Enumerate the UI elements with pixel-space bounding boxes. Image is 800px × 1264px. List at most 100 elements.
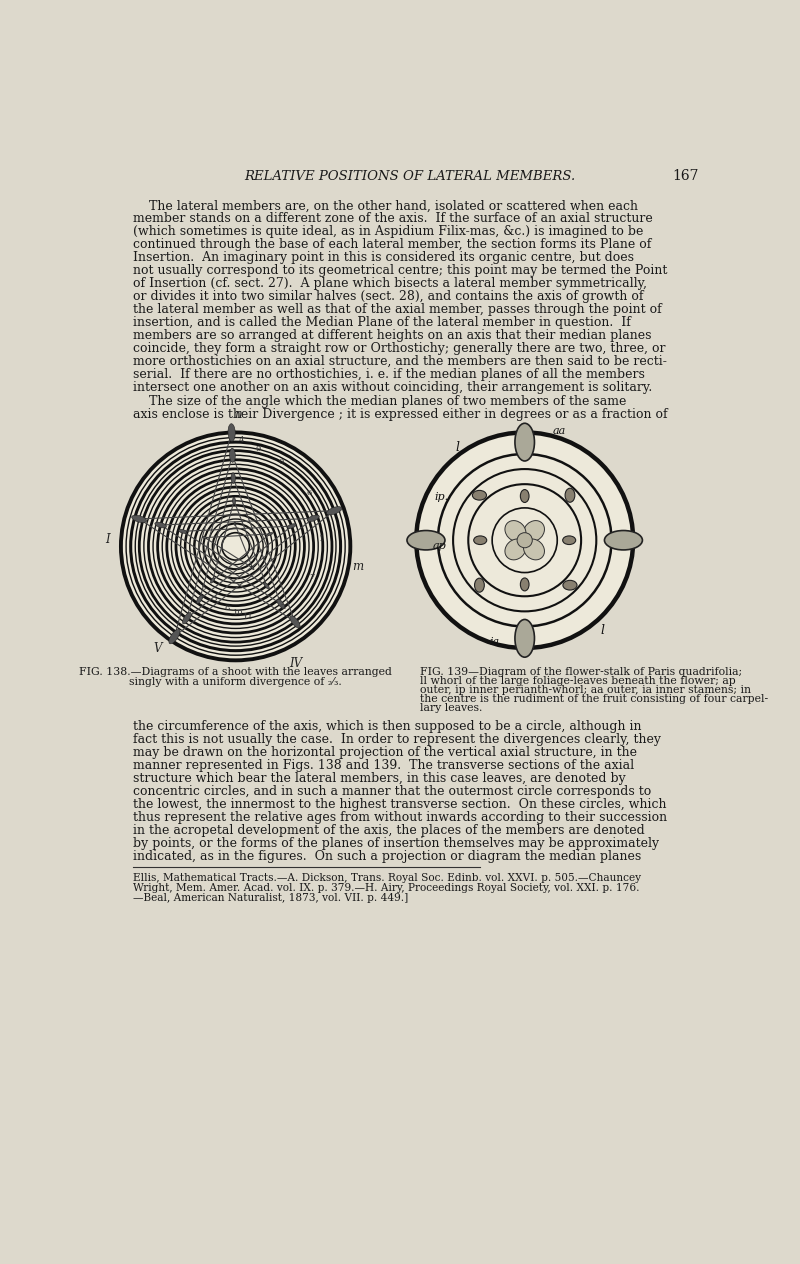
Text: structure which bear the lateral members, in this case leaves, are denoted by: structure which bear the lateral members…	[133, 772, 626, 785]
Ellipse shape	[605, 531, 642, 550]
Text: —Beal, American Naturalist, 1873, vol. VII. p. 449.]: —Beal, American Naturalist, 1873, vol. V…	[133, 892, 408, 902]
Text: l: l	[455, 441, 459, 454]
Ellipse shape	[523, 521, 545, 541]
Ellipse shape	[230, 449, 235, 463]
Text: RELATIVE POSITIONS OF LATERAL MEMBERS.: RELATIVE POSITIONS OF LATERAL MEMBERS.	[244, 169, 576, 183]
Ellipse shape	[228, 423, 235, 441]
Text: coincide, they form a straight row or Orthostichy; generally there are two, thre: coincide, they form a straight row or Or…	[133, 341, 665, 355]
Text: member stands on a different zone of the axis.  If the surface of an axial struc: member stands on a different zone of the…	[133, 212, 652, 225]
Ellipse shape	[132, 516, 146, 522]
Ellipse shape	[326, 507, 342, 514]
Text: by points, or the forms of the planes of insertion themselves may be approximate: by points, or the forms of the planes of…	[133, 837, 658, 849]
Circle shape	[517, 532, 532, 547]
Text: in the acropetal development of the axis, the places of the members are denoted: in the acropetal development of the axis…	[133, 824, 644, 837]
Ellipse shape	[505, 521, 526, 541]
Text: The lateral members are, on the other hand, isolated or scattered when each: The lateral members are, on the other ha…	[133, 200, 638, 212]
Text: intersect one another on an axis without coinciding, their arrangement is solita: intersect one another on an axis without…	[133, 380, 652, 393]
Text: 3: 3	[211, 595, 217, 603]
Text: n: n	[234, 408, 242, 421]
Text: 2: 2	[280, 603, 286, 611]
Text: ia: ia	[490, 637, 499, 647]
Ellipse shape	[563, 580, 577, 590]
Ellipse shape	[290, 616, 300, 628]
Text: ap: ap	[433, 541, 446, 551]
Text: V: V	[154, 642, 162, 655]
Text: not usually correspond to its geometrical centre; this point may be termed the P: not usually correspond to its geometrica…	[133, 264, 667, 277]
Text: Wright, Mem. Amer. Acad. vol. IX. p. 379.—H. Airy, Proceedings Royal Society, vo: Wright, Mem. Amer. Acad. vol. IX. p. 379…	[133, 882, 639, 892]
Text: the centre is the rudiment of the fruit consisting of four carpel-: the centre is the rudiment of the fruit …	[420, 694, 768, 704]
Ellipse shape	[472, 490, 486, 501]
Ellipse shape	[178, 530, 187, 533]
Ellipse shape	[407, 531, 445, 550]
Text: lary leaves.: lary leaves.	[420, 704, 482, 713]
Text: Insertion.  An imaginary point in this is considered its organic centre, but doe: Insertion. An imaginary point in this is…	[133, 252, 634, 264]
Ellipse shape	[505, 538, 526, 560]
Text: thus represent the relative ages from without inwards according to their success: thus represent the relative ages from wi…	[133, 811, 666, 824]
Text: 4: 4	[238, 436, 244, 444]
Text: 167: 167	[672, 169, 698, 183]
Text: 5: 5	[200, 584, 206, 592]
Text: 1: 1	[319, 535, 325, 542]
Ellipse shape	[523, 538, 545, 560]
Text: or divides it into two similar halves (sect. 28), and contains the axis of growt: or divides it into two similar halves (s…	[133, 289, 643, 303]
Ellipse shape	[233, 497, 235, 504]
Text: singly with a uniform divergence of ₂⁄₃.: singly with a uniform divergence of ₂⁄₃.	[130, 676, 342, 686]
Text: 0: 0	[278, 458, 283, 466]
Text: axis enclose is their Divergence ; it is expressed either in degrees or as a fra: axis enclose is their Divergence ; it is…	[133, 408, 667, 421]
Text: concentric circles, and in such a manner that the outermost circle corresponds t: concentric circles, and in such a manner…	[133, 785, 651, 798]
Text: fact this is not usually the case.  In order to represent the divergences clearl: fact this is not usually the case. In or…	[133, 733, 661, 746]
Ellipse shape	[515, 619, 534, 657]
Text: 6: 6	[306, 489, 312, 497]
Ellipse shape	[169, 629, 180, 643]
Text: 10: 10	[233, 609, 243, 617]
Text: members are so arranged at different heights on an axis that their median planes: members are so arranged at different hei…	[133, 329, 651, 341]
Ellipse shape	[267, 532, 273, 536]
Ellipse shape	[515, 423, 534, 461]
Text: 8: 8	[224, 604, 230, 612]
Text: indicated, as in the figures.  On such a projection or diagram the median planes: indicated, as in the figures. On such a …	[133, 849, 641, 863]
Text: the lowest, the innermost to the highest transverse section.  On these circles, : the lowest, the innermost to the highest…	[133, 798, 666, 811]
Circle shape	[121, 432, 350, 660]
Text: of Insertion (cf. sect. 27).  A plane which bisects a lateral member symmetrical: of Insertion (cf. sect. 27). A plane whi…	[133, 277, 646, 289]
Text: m: m	[352, 560, 363, 574]
Ellipse shape	[562, 536, 576, 545]
Text: (which sometimes is quite ideal, as in Aspidium Filix-mas, &c.) is imagined to b: (which sometimes is quite ideal, as in A…	[133, 225, 643, 239]
Ellipse shape	[210, 578, 214, 583]
Ellipse shape	[231, 473, 235, 483]
Text: manner represented in Figs. 138 and 139.  The transverse sections of the axial: manner represented in Figs. 138 and 139.…	[133, 760, 634, 772]
Text: ip.: ip.	[434, 492, 449, 502]
Ellipse shape	[520, 578, 529, 590]
Text: the circumference of the axis, which is then supposed to be a circle, although i: the circumference of the axis, which is …	[133, 720, 641, 733]
Circle shape	[416, 432, 634, 648]
Ellipse shape	[565, 488, 575, 502]
Text: 9: 9	[255, 445, 261, 454]
Text: ll whorl of the large foliage-leaves beneath the flower; ap: ll whorl of the large foliage-leaves ben…	[420, 676, 736, 686]
Text: Ellis, Mathematical Tracts.—A. Dickson, Trans. Royal Soc. Edinb. vol. XXVI. p. 5: Ellis, Mathematical Tracts.—A. Dickson, …	[133, 872, 641, 882]
Ellipse shape	[287, 523, 296, 528]
Text: FIG. 138.—Diagrams of a shoot with the leaves arranged: FIG. 138.—Diagrams of a shoot with the l…	[79, 666, 392, 676]
Ellipse shape	[234, 522, 235, 526]
Text: insertion, and is called the Median Plane of the lateral member in question.  If: insertion, and is called the Median Plan…	[133, 316, 630, 329]
Ellipse shape	[251, 566, 254, 570]
Text: I: I	[105, 533, 110, 546]
Ellipse shape	[264, 583, 270, 589]
Text: FIG. 139—Diagram of the flower-stalk of Paris quadrifolia;: FIG. 139—Diagram of the flower-stalk of …	[420, 666, 742, 676]
Text: l: l	[601, 624, 605, 637]
Ellipse shape	[474, 536, 486, 545]
Ellipse shape	[197, 595, 203, 603]
Text: may be drawn on the horizontal projection of the vertical axial structure, in th: may be drawn on the horizontal projectio…	[133, 746, 637, 760]
Text: outer, ip inner perianth-whorl; aa outer, ia inner stamens; in: outer, ip inner perianth-whorl; aa outer…	[420, 685, 751, 695]
Text: 11: 11	[242, 613, 254, 621]
Text: more orthostichies on an axial structure, and the members are then said to be re: more orthostichies on an axial structure…	[133, 355, 666, 368]
Text: continued through the base of each lateral member, the section forms its Plane o: continued through the base of each later…	[133, 238, 651, 252]
Text: IV: IV	[289, 657, 302, 670]
Ellipse shape	[307, 514, 319, 522]
Text: serial.  If there are no orthostichies, i. e. if the median planes of all the me: serial. If there are no orthostichies, i…	[133, 368, 645, 380]
Ellipse shape	[202, 536, 207, 538]
Ellipse shape	[474, 578, 484, 593]
Ellipse shape	[277, 599, 285, 608]
Text: the lateral member as well as that of the axial member, passes through the point: the lateral member as well as that of th…	[133, 303, 662, 316]
Text: 7: 7	[309, 573, 314, 581]
Ellipse shape	[520, 489, 529, 503]
Ellipse shape	[155, 522, 166, 528]
